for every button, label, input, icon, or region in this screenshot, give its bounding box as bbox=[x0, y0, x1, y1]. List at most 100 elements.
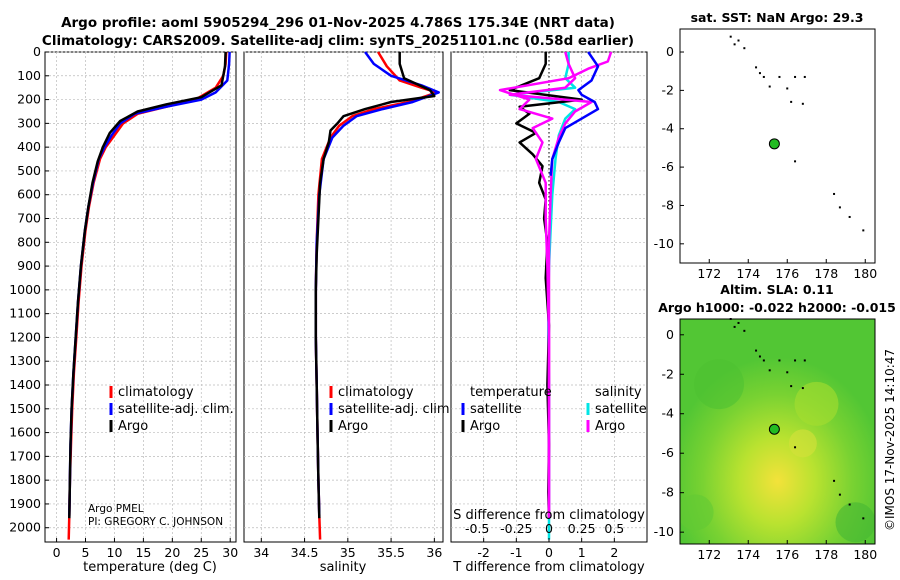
y-tick-label: 1500 bbox=[9, 401, 41, 416]
y-tick-label: 1800 bbox=[9, 472, 41, 487]
y-tick-label: 1200 bbox=[9, 329, 41, 344]
x-tick-label: 176 bbox=[775, 266, 799, 281]
top-x-tick-label: -0.25 bbox=[500, 521, 532, 536]
island-marker bbox=[801, 387, 804, 390]
sla-map-subtitle: Argo h1000: -0.022 h2000: -0.015 bbox=[658, 300, 896, 315]
figure-title-line2: Climatology: CARS2009. Satellite-adj cli… bbox=[42, 33, 634, 49]
legend-label-T-argo: Argo bbox=[470, 419, 500, 434]
salinity-axes-frame bbox=[243, 51, 444, 543]
y-tick-label: 1000 bbox=[9, 282, 41, 297]
x-tick-label: 0 bbox=[545, 545, 553, 560]
salinity-xlabel: salinity bbox=[320, 560, 367, 575]
island-marker bbox=[737, 321, 740, 324]
island-marker bbox=[838, 493, 841, 496]
island-marker bbox=[743, 47, 746, 50]
x-tick-label: -1 bbox=[510, 545, 522, 560]
island-marker bbox=[743, 329, 746, 332]
y-tick-label: 800 bbox=[17, 234, 41, 249]
sst-map-title: sat. SST: NaN Argo: 29.3 bbox=[691, 10, 864, 25]
island-marker bbox=[778, 75, 781, 78]
island-marker bbox=[737, 39, 740, 42]
x-tick-label: 180 bbox=[853, 547, 877, 562]
y-tick-label: 300 bbox=[17, 115, 41, 130]
sla-field-patch bbox=[835, 502, 875, 543]
island-marker bbox=[794, 160, 797, 163]
x-tick-label: 25 bbox=[193, 545, 209, 560]
island-marker bbox=[790, 100, 793, 103]
legend-label-argo: Argo bbox=[118, 419, 148, 434]
top-x-tick-label: 0 bbox=[545, 521, 553, 536]
temperature-panel: 0100200300400500600700800900100011001200… bbox=[9, 44, 238, 575]
y-tick-label: -8 bbox=[662, 197, 675, 212]
y-tick-label: -4 bbox=[662, 406, 675, 421]
island-marker bbox=[755, 349, 758, 352]
y-tick-label: 400 bbox=[17, 139, 41, 154]
sla-field-patch bbox=[788, 429, 817, 458]
y-tick-label: 1300 bbox=[9, 353, 41, 368]
y-tick-label: -10 bbox=[654, 524, 674, 539]
legend-label-T-satellite: satellite bbox=[470, 402, 522, 417]
y-tick-label: -6 bbox=[662, 159, 675, 174]
island-marker bbox=[794, 446, 797, 449]
island-marker bbox=[786, 371, 789, 374]
island-marker bbox=[755, 66, 758, 69]
sla-map-panel: Altim. SLA: 0.11 Argo h1000: -0.022 h200… bbox=[654, 282, 896, 562]
legend-label-satellite: satellite-adj. clim. bbox=[118, 402, 234, 417]
temperature-axes-frame bbox=[44, 51, 237, 543]
series-line-argo bbox=[68, 51, 227, 519]
island-marker bbox=[762, 359, 765, 362]
island-marker bbox=[762, 75, 765, 78]
island-marker bbox=[862, 517, 865, 520]
difference-legend: temperature salinity satellite Argo sate… bbox=[461, 385, 647, 434]
island-marker bbox=[794, 359, 797, 362]
y-tick-label: 200 bbox=[17, 92, 41, 107]
legend-title-temperature: temperature bbox=[470, 385, 552, 400]
top-x-tick-label: -0.5 bbox=[465, 521, 489, 536]
x-tick-label: 15 bbox=[135, 545, 151, 560]
series-line-s-satellite-clim bbox=[549, 51, 600, 176]
island-marker bbox=[862, 229, 865, 232]
difference-xlabel: T difference from climatology bbox=[452, 560, 645, 575]
salinity-legend: climatology satellite-adj. clim. Argo bbox=[329, 385, 454, 434]
y-tick-label: 500 bbox=[17, 163, 41, 178]
figure-title-line1: Argo profile: aoml 5905294_296 01-Nov-20… bbox=[61, 15, 615, 31]
sla-map-frame bbox=[679, 318, 876, 545]
x-tick-label: 35 bbox=[340, 545, 356, 560]
y-tick-label: 0 bbox=[666, 327, 674, 342]
island-marker bbox=[758, 72, 761, 75]
x-tick-label: 34.5 bbox=[291, 545, 319, 560]
x-tick-label: 174 bbox=[736, 266, 760, 281]
sla-map-title: Altim. SLA: 0.11 bbox=[720, 282, 833, 297]
credit-line1: Argo PMEL bbox=[88, 503, 144, 515]
x-tick-label: 174 bbox=[736, 547, 760, 562]
island-marker bbox=[733, 43, 736, 46]
island-marker bbox=[768, 85, 771, 88]
x-tick-label: 35.5 bbox=[377, 545, 405, 560]
island-marker bbox=[768, 369, 771, 372]
x-tick-label: 1 bbox=[578, 545, 586, 560]
timestamp: ©IMOS 17-Nov-2025 14:10:47 bbox=[883, 349, 897, 531]
island-marker bbox=[833, 479, 836, 482]
top-x-tick-label: 0.5 bbox=[604, 521, 624, 536]
argo-float-marker bbox=[768, 423, 780, 435]
island-marker bbox=[801, 102, 804, 105]
y-tick-label: 600 bbox=[17, 187, 41, 202]
y-tick-label: 1100 bbox=[9, 306, 41, 321]
difference-panel: -2 -1 0 1 2 -0.5 -0.25 0 0.25 0.5 T difference f… bbox=[450, 51, 648, 575]
y-tick-label: -10 bbox=[654, 236, 674, 251]
y-tick-label: -4 bbox=[662, 121, 675, 136]
island-marker bbox=[778, 359, 781, 362]
x-tick-label: 178 bbox=[814, 547, 838, 562]
series-line-s-argo bbox=[498, 51, 613, 519]
island-marker bbox=[790, 385, 793, 388]
x-tick-label: 5 bbox=[82, 545, 90, 560]
salinity-panel: 34 34.5 35 35.5 36 salinity climatology sate… bbox=[243, 51, 454, 575]
y-tick-label: -6 bbox=[662, 445, 675, 460]
y-tick-label: 700 bbox=[17, 211, 41, 226]
island-marker bbox=[729, 35, 732, 38]
series-line-argo bbox=[314, 52, 436, 519]
y-tick-label: 2000 bbox=[9, 520, 41, 535]
x-tick-label: 2 bbox=[610, 545, 618, 560]
top-x-tick-label: 0.25 bbox=[568, 521, 596, 536]
